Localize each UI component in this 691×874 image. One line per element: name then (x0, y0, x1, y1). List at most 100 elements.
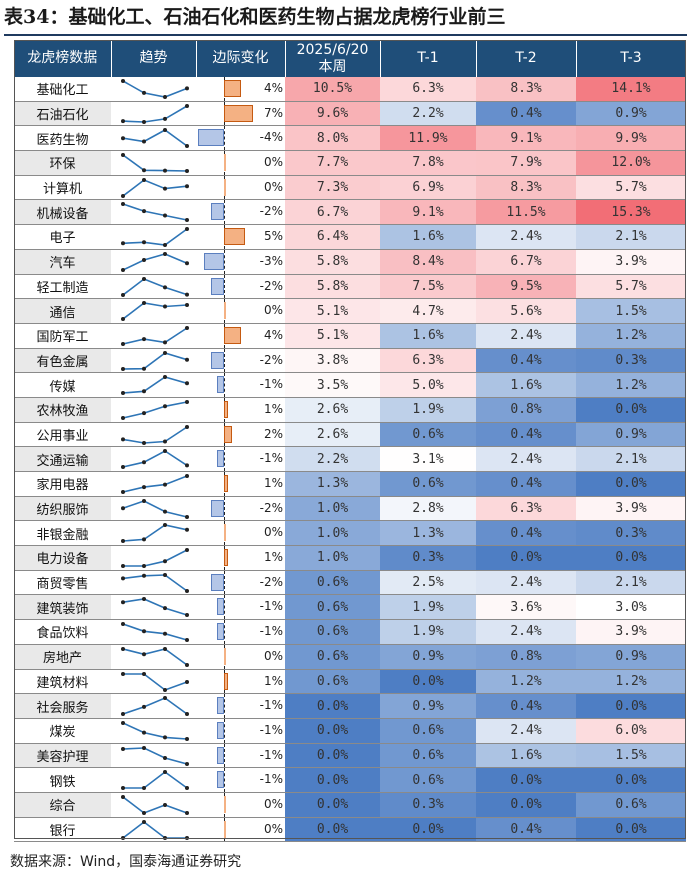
delta-value: -2% (259, 500, 283, 515)
trend-point (142, 366, 146, 371)
table-title: 表34：基础化工、石油石化和医药生物占据龙虎榜行业前三 (4, 6, 506, 28)
trend-point (142, 168, 146, 173)
trend-line (122, 252, 188, 271)
delta-bar (224, 154, 226, 172)
trend-sparkline (111, 693, 196, 719)
table-row: 建筑装饰 -1% 0.6% 1.9% 3.6% 3.0% (14, 594, 686, 621)
value-t1: 0.9% (380, 644, 476, 670)
table-row: 计算机 0% 7.3% 6.9% 8.3% 5.7% (14, 175, 686, 201)
value-t1: 0.6% (380, 718, 476, 744)
value-t1: 0.6% (380, 743, 476, 769)
trend-line (122, 450, 188, 469)
value-current: 5.8% (285, 249, 380, 275)
trend-point (163, 439, 167, 444)
zero-axis (224, 200, 225, 224)
table-row: 食品饮料 -1% 0.6% 1.9% 2.4% 3.9% (14, 619, 686, 645)
delta-bar (224, 647, 226, 665)
delta-cell: -1% (196, 446, 285, 472)
table-row: 社会服务 -1% 0.0% 0.9% 0.4% 0.0% (14, 693, 686, 719)
trend-point (121, 153, 125, 158)
source-note: 数据来源：Wind，国泰海通证券研究 (10, 854, 242, 870)
industry-name: 基础化工 (14, 77, 111, 102)
trend-point (163, 186, 167, 191)
delta-bar (210, 351, 224, 369)
trend-point (185, 810, 189, 815)
header-current-date: 2025/6/20 (296, 41, 369, 58)
delta-bar (224, 672, 229, 690)
zero-axis (224, 620, 225, 644)
trend-point (185, 588, 189, 593)
trend-sparkline (111, 792, 196, 818)
header-trend: 趋势 (111, 40, 197, 77)
trend-line (122, 203, 188, 222)
delta-cell: 0% (196, 150, 285, 176)
trend-line (123, 771, 188, 790)
industry-name: 美容护理 (14, 743, 111, 769)
delta-bar (224, 820, 226, 838)
table-row: 钢铁 -1% 0.0% 0.6% 0.0% 0.0% (14, 767, 686, 793)
value-current: 2.2% (285, 446, 380, 472)
value-t2: 2.4% (476, 224, 576, 250)
value-current: 0.6% (285, 619, 380, 645)
trend-point (142, 257, 146, 262)
delta-cell: 0% (196, 792, 285, 818)
header-t2: T-2 (476, 40, 577, 77)
trend-sparkline (111, 619, 196, 645)
value-t2: 0.4% (476, 693, 576, 719)
value-t1: 6.3% (380, 77, 476, 102)
value-t2: 5.6% (476, 298, 576, 324)
delta-cell: -4% (196, 125, 285, 152)
table-row: 环保 0% 7.7% 7.8% 7.9% 12.0% (14, 150, 686, 176)
trend-point (163, 375, 167, 380)
delta-cell: 1% (196, 471, 285, 497)
trend-line (122, 499, 188, 518)
industry-name: 有色金属 (14, 348, 111, 374)
value-t1: 2.8% (380, 496, 476, 522)
delta-cell: 0% (196, 817, 285, 843)
delta-bar (217, 697, 224, 715)
zero-axis (224, 496, 225, 520)
delta-bar (224, 104, 254, 122)
trend-line (122, 401, 188, 419)
delta-bar (217, 450, 224, 468)
trend-point (121, 490, 125, 494)
value-t3: 0.0% (576, 817, 686, 843)
value-t3: 3.9% (576, 249, 686, 275)
trend-point (121, 835, 125, 840)
value-current: 0.6% (285, 594, 380, 621)
industry-name: 社会服务 (14, 693, 111, 719)
value-t3: 9.9% (576, 125, 686, 152)
value-current: 5.1% (285, 298, 380, 324)
value-current: 0.6% (285, 669, 380, 695)
value-t3: 0.0% (576, 693, 686, 719)
trend-point (142, 389, 146, 394)
value-t2: 0.4% (476, 520, 576, 547)
trend-point (121, 391, 125, 396)
value-t1: 6.3% (380, 348, 476, 374)
trend-point (121, 415, 125, 420)
table-row: 轻工制造 -2% 5.8% 7.5% 9.5% 5.7% (14, 274, 686, 300)
trend-sparkline (111, 570, 196, 596)
trend-point (185, 183, 189, 188)
value-t3: 1.2% (576, 372, 686, 398)
delta-value: 7% (263, 105, 283, 120)
value-t1: 0.6% (380, 422, 476, 448)
trend-point (142, 209, 146, 214)
value-current: 9.6% (285, 101, 380, 127)
table-row: 电子 5% 6.4% 1.6% 2.4% 2.1% (14, 224, 686, 250)
title-rule (4, 34, 687, 36)
table-row: 家用电器 1% 1.3% 0.6% 0.4% 0.0% (14, 471, 686, 497)
trend-sparkline (111, 249, 196, 275)
value-t2: 7.9% (476, 150, 576, 176)
delta-cell: -2% (196, 570, 285, 596)
trend-sparkline (111, 101, 196, 127)
zero-axis (224, 373, 225, 397)
trend-point (142, 276, 146, 281)
value-current: 6.7% (285, 199, 380, 226)
delta-value: -1% (259, 624, 283, 639)
delta-value: 2% (263, 426, 283, 441)
delta-bar (224, 549, 229, 567)
trend-line (122, 425, 188, 444)
trend-line (123, 672, 188, 691)
industry-name: 轻工制造 (14, 274, 111, 300)
